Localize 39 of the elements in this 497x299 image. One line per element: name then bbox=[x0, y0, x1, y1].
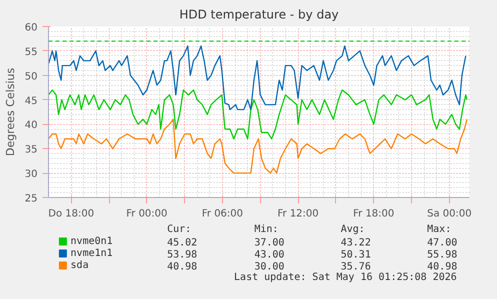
text: Last update: Sat May 16 01:25:08 2026 bbox=[234, 272, 457, 283]
y-tick-label: 30 bbox=[24, 169, 38, 180]
y-tick-label: 35 bbox=[24, 144, 38, 156]
text: 43.00 bbox=[254, 250, 284, 260]
x-tick-label: Fr 00:00 bbox=[126, 208, 168, 220]
x-tick-label: Fr 06:00 bbox=[202, 208, 244, 220]
y-tick-label: 60 bbox=[24, 22, 38, 34]
y-tick-label: 25 bbox=[24, 194, 38, 204]
text: Avg: bbox=[340, 224, 365, 235]
y-tick-label: 40 bbox=[24, 120, 38, 132]
text: 55.98 bbox=[427, 250, 458, 260]
y-tick-label: 45 bbox=[24, 96, 38, 107]
line-series bbox=[48, 45, 466, 110]
text: 50.31 bbox=[340, 250, 371, 260]
text: 40.98 bbox=[427, 262, 458, 272]
text: Cur: bbox=[167, 224, 192, 235]
text: 47.00 bbox=[427, 238, 458, 248]
x-tick-label: Sa 00:00 bbox=[427, 208, 472, 220]
text: 40.98 bbox=[167, 262, 198, 272]
line-series bbox=[48, 89, 468, 140]
x-tick-label: Do 18:00 bbox=[48, 208, 94, 220]
legend-label: nvme1n1 bbox=[70, 248, 113, 259]
line-series bbox=[48, 118, 468, 174]
text: 53.98 bbox=[167, 250, 198, 260]
y-tick-label: 55 bbox=[24, 46, 38, 58]
x-tick-label: Fr 18:00 bbox=[353, 208, 394, 220]
y-tick-label: 50 bbox=[24, 71, 38, 82]
x-tick-label: Fr 12:00 bbox=[278, 208, 319, 220]
text: 43.22 bbox=[340, 238, 371, 248]
chart-title: HDD temperature - by day bbox=[179, 8, 339, 22]
text: 30.00 bbox=[254, 262, 284, 272]
legend-label: nvme0n1 bbox=[70, 236, 113, 247]
text: 37.00 bbox=[254, 238, 284, 248]
y-axis-title: Degrees Celsius bbox=[4, 68, 17, 156]
legend-label: sda bbox=[70, 260, 89, 271]
text: Max: bbox=[427, 224, 452, 235]
text: 35.76 bbox=[340, 262, 371, 272]
text: 45.02 bbox=[167, 238, 198, 248]
text: Min: bbox=[254, 224, 278, 235]
